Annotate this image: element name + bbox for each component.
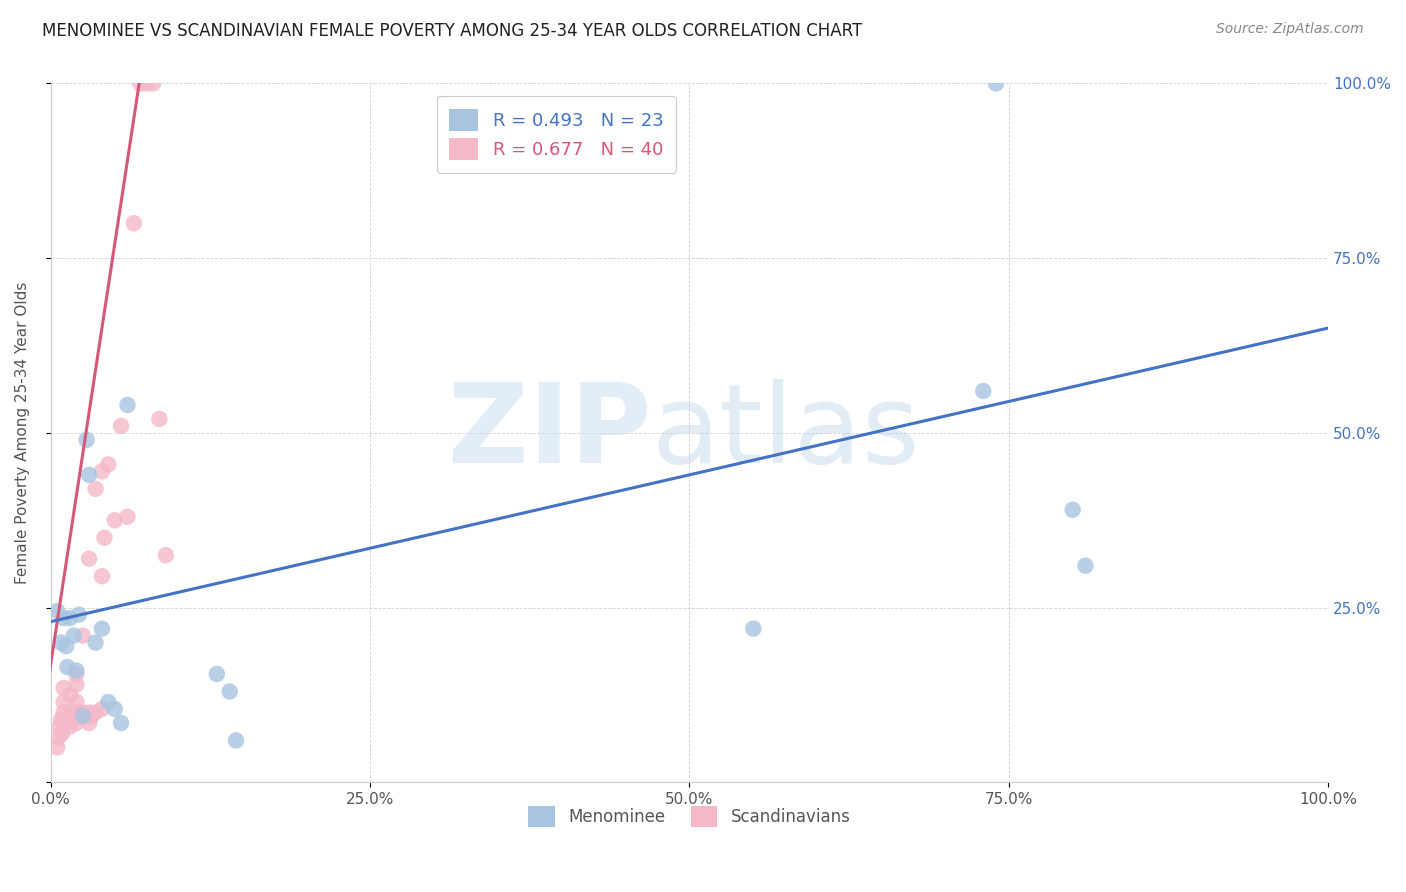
- Point: [52, 695, 75, 709]
- Point: [90, 569, 112, 583]
- Point: [97, 695, 120, 709]
- Point: [59, 611, 82, 625]
- Point: [72, 629, 94, 643]
- Point: [55, 639, 77, 653]
- Point: [90, 464, 112, 478]
- Legend: Menominee, Scandinavians: Menominee, Scandinavians: [522, 800, 858, 833]
- Point: [65, 677, 87, 691]
- Point: [46, 604, 69, 618]
- Point: [56, 660, 79, 674]
- Point: [77, 551, 100, 566]
- Point: [84, 482, 107, 496]
- Point: [72, 709, 94, 723]
- Point: [59, 709, 82, 723]
- Point: [65, 706, 87, 720]
- Text: Source: ZipAtlas.com: Source: ZipAtlas.com: [1216, 22, 1364, 37]
- Point: [52, 706, 75, 720]
- Point: [46, 740, 69, 755]
- Point: [63, 629, 86, 643]
- Point: [135, 77, 157, 91]
- Point: [51, 726, 73, 740]
- Point: [93, 531, 115, 545]
- Point: [65, 695, 87, 709]
- Point: [67, 607, 90, 622]
- Point: [76, 433, 98, 447]
- Point: [77, 467, 100, 482]
- Point: [67, 709, 90, 723]
- Point: [49, 635, 72, 649]
- Point: [65, 715, 87, 730]
- Point: [129, 77, 152, 91]
- Point: [90, 702, 112, 716]
- Y-axis label: Female Poverty Among 25-34 Year Olds: Female Poverty Among 25-34 Year Olds: [15, 282, 30, 584]
- Point: [984, 77, 1007, 91]
- Point: [155, 548, 177, 562]
- Point: [110, 715, 132, 730]
- Point: [205, 667, 228, 681]
- Point: [117, 509, 139, 524]
- Point: [59, 688, 82, 702]
- Text: atlas: atlas: [651, 379, 920, 486]
- Point: [148, 412, 170, 426]
- Point: [1062, 502, 1084, 516]
- Point: [84, 706, 107, 720]
- Point: [104, 702, 127, 716]
- Point: [52, 715, 75, 730]
- Point: [59, 719, 82, 733]
- Point: [117, 398, 139, 412]
- Point: [225, 733, 247, 747]
- Point: [65, 667, 87, 681]
- Point: [49, 713, 72, 727]
- Point: [110, 418, 132, 433]
- Point: [218, 684, 240, 698]
- Point: [77, 706, 100, 720]
- Point: [52, 611, 75, 625]
- Point: [104, 513, 127, 527]
- Point: [80, 709, 103, 723]
- Point: [65, 664, 87, 678]
- Point: [742, 622, 765, 636]
- Point: [1074, 558, 1097, 573]
- Point: [90, 622, 112, 636]
- Point: [49, 719, 72, 733]
- Point: [97, 458, 120, 472]
- Point: [52, 681, 75, 695]
- Text: ZIP: ZIP: [447, 379, 651, 486]
- Point: [972, 384, 994, 398]
- Point: [48, 730, 70, 744]
- Text: MENOMINEE VS SCANDINAVIAN FEMALE POVERTY AMONG 25-34 YEAR OLDS CORRELATION CHART: MENOMINEE VS SCANDINAVIAN FEMALE POVERTY…: [42, 22, 862, 40]
- Point: [77, 715, 100, 730]
- Point: [122, 216, 145, 230]
- Point: [142, 77, 165, 91]
- Point: [72, 706, 94, 720]
- Point: [84, 635, 107, 649]
